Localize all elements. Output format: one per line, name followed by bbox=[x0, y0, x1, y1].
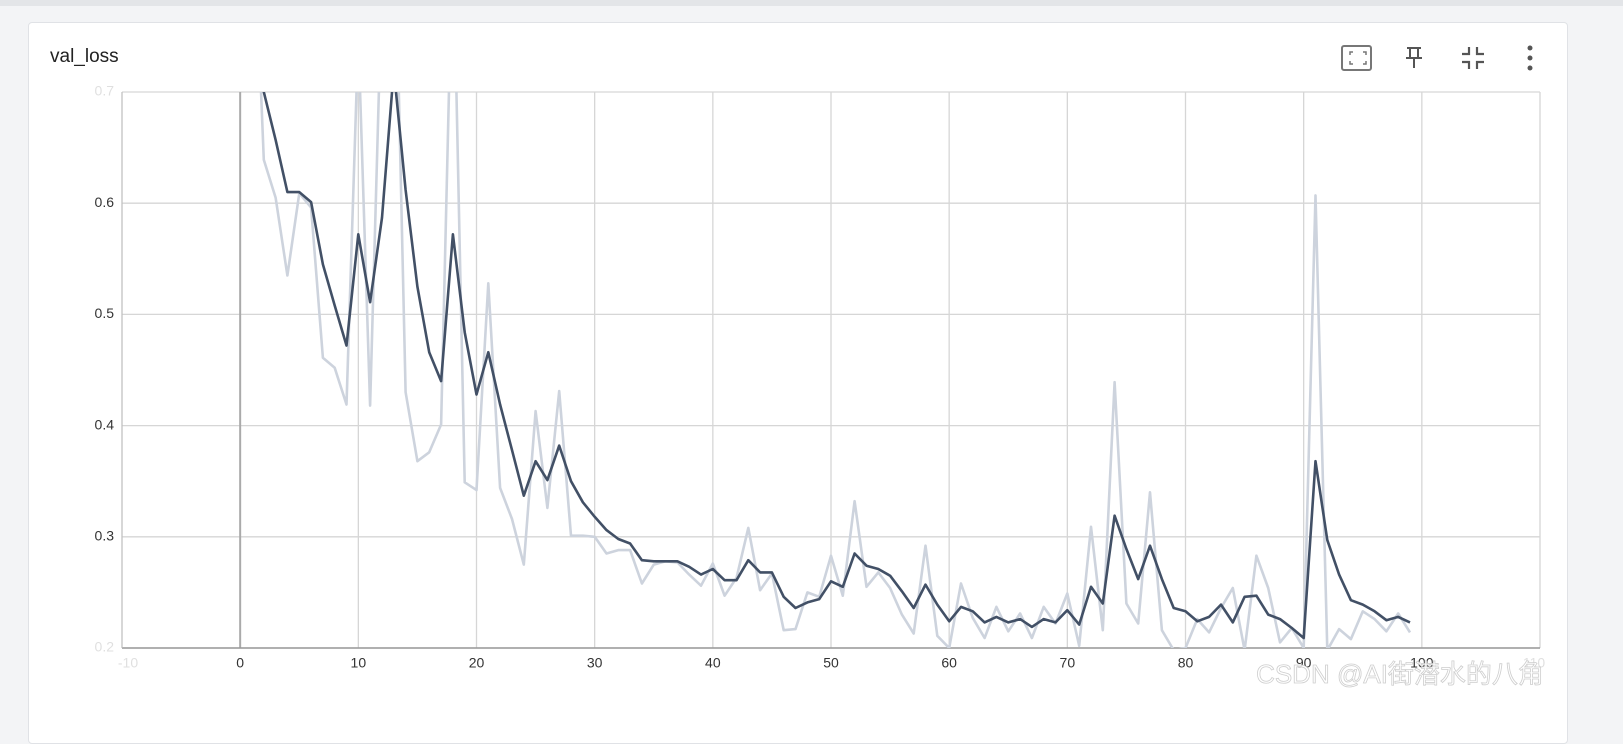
pin-icon[interactable] bbox=[1406, 47, 1422, 68]
top-bar bbox=[0, 0, 1623, 6]
y-tick-label: 0.6 bbox=[95, 194, 115, 210]
x-tick-label: 50 bbox=[823, 655, 839, 671]
fit-icon[interactable] bbox=[1341, 45, 1372, 71]
smoothed-line bbox=[262, 92, 1411, 640]
x-tick-label: 110 bbox=[1523, 655, 1546, 671]
x-tick-label: -10 bbox=[118, 655, 138, 671]
x-tick-label: 40 bbox=[705, 655, 721, 671]
y-tick-label: 0.5 bbox=[95, 305, 115, 321]
x-tick-label: 80 bbox=[1178, 655, 1194, 671]
chart-title: val_loss bbox=[50, 46, 119, 67]
x-tick-label: 10 bbox=[351, 655, 367, 671]
x-tick-label: 90 bbox=[1296, 655, 1312, 671]
x-tick-label: 30 bbox=[587, 655, 603, 671]
chart: 0.2 0.3 0.4 0.5 0.6 0.7 -10 0 10 20 30 40 50 60 70 80 90… bbox=[95, 45, 1546, 689]
y-tick-label: 0.7 bbox=[95, 83, 115, 99]
x-tick-label: 70 bbox=[1060, 655, 1076, 671]
y-tick-label: 0.4 bbox=[95, 416, 115, 432]
x-tick-label: 60 bbox=[941, 655, 957, 671]
collapse-icon[interactable] bbox=[1462, 47, 1484, 69]
y-tick-label: 0.3 bbox=[95, 528, 115, 544]
raw-line bbox=[259, 92, 1412, 648]
menu-icon[interactable] bbox=[1527, 45, 1533, 71]
y-tick-label: 0.2 bbox=[95, 639, 115, 655]
watermark: CSDN @AI街潜水的八角 bbox=[1256, 659, 1544, 689]
x-tick-label: 20 bbox=[469, 655, 485, 671]
x-tick-label: 100 bbox=[1410, 655, 1434, 671]
x-tick-label: 0 bbox=[236, 655, 244, 671]
